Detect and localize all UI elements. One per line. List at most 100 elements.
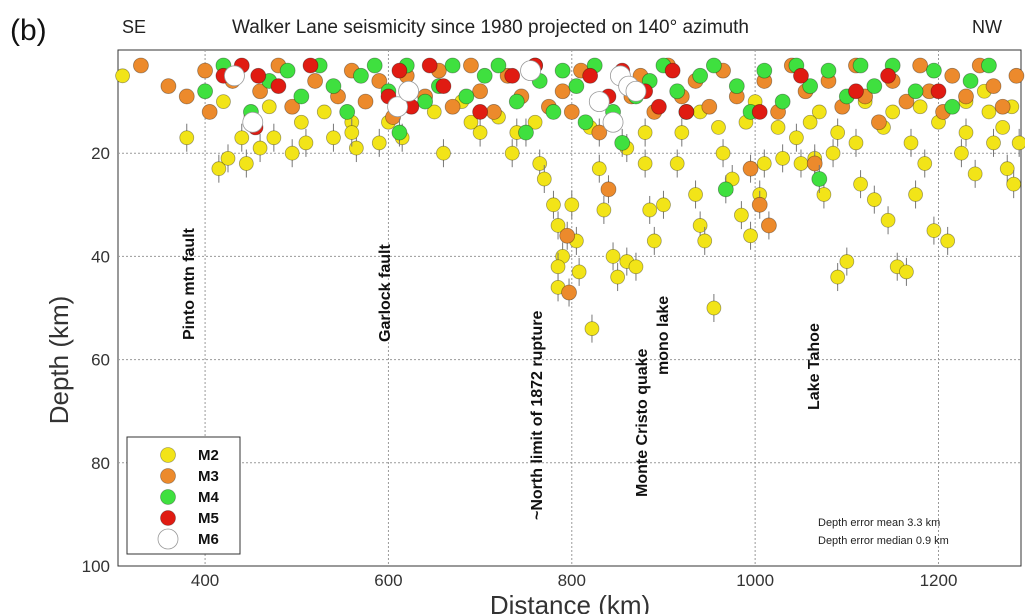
annotation-lake-tahoe: Lake Tahoe bbox=[806, 323, 823, 410]
point-m2 bbox=[912, 99, 928, 115]
point-m3 bbox=[178, 88, 195, 105]
point-m3 bbox=[371, 73, 388, 89]
point-m2 bbox=[527, 114, 543, 130]
point-m4 bbox=[518, 124, 534, 141]
point-m3 bbox=[742, 160, 759, 177]
point-m2 bbox=[646, 233, 662, 249]
point-m2 bbox=[179, 130, 195, 146]
point-m2 bbox=[284, 145, 300, 161]
point-m3 bbox=[944, 67, 961, 84]
point-m2 bbox=[316, 104, 332, 120]
series-m2 bbox=[115, 68, 1025, 343]
point-m2 bbox=[756, 156, 772, 171]
point-m2 bbox=[688, 187, 703, 202]
point-m2 bbox=[775, 150, 791, 166]
point-m2 bbox=[115, 68, 130, 84]
point-m2 bbox=[811, 104, 827, 120]
point-m6 bbox=[588, 91, 610, 112]
point-m2 bbox=[908, 187, 923, 202]
point-m2 bbox=[605, 248, 621, 264]
point-m2 bbox=[532, 156, 548, 171]
point-m2 bbox=[536, 171, 552, 187]
point-m2 bbox=[899, 264, 914, 280]
point-m3 bbox=[600, 181, 617, 198]
point-m2 bbox=[986, 135, 1001, 151]
legend-marker bbox=[160, 510, 176, 526]
point-m3 bbox=[561, 284, 577, 301]
point-m5 bbox=[421, 57, 438, 74]
point-m4 bbox=[692, 67, 709, 84]
point-m2 bbox=[564, 197, 580, 213]
point-m5 bbox=[848, 83, 864, 100]
point-m2 bbox=[839, 254, 855, 269]
point-m3 bbox=[284, 98, 301, 115]
point-m4 bbox=[756, 62, 773, 79]
point-m4 bbox=[981, 57, 997, 74]
legend-label: M6 bbox=[198, 531, 219, 548]
point-m4 bbox=[774, 93, 791, 110]
point-m6 bbox=[520, 60, 541, 82]
point-m2 bbox=[706, 300, 722, 316]
point-m4 bbox=[545, 104, 562, 120]
point-m3 bbox=[472, 83, 489, 100]
point-m4 bbox=[962, 73, 979, 89]
point-m3 bbox=[806, 155, 823, 172]
point-m5 bbox=[391, 62, 408, 79]
point-m2 bbox=[298, 135, 314, 151]
point-m2 bbox=[954, 145, 969, 161]
point-m2 bbox=[637, 125, 653, 140]
x-tick-label: 400 bbox=[191, 571, 219, 590]
point-m2 bbox=[293, 114, 309, 130]
depth-error-mean-note: Depth error mean 3.3 km bbox=[818, 517, 940, 529]
point-m3 bbox=[760, 217, 777, 234]
point-m4 bbox=[554, 62, 571, 79]
point-m2 bbox=[940, 233, 956, 249]
point-m6 bbox=[602, 111, 624, 133]
point-m4 bbox=[717, 181, 734, 198]
point-m2 bbox=[266, 130, 282, 146]
point-m2 bbox=[610, 269, 626, 285]
point-m5 bbox=[435, 78, 452, 95]
point-m3 bbox=[307, 73, 324, 89]
point-m3 bbox=[133, 57, 149, 74]
point-m2 bbox=[628, 259, 644, 275]
point-m4 bbox=[391, 124, 408, 141]
point-m2 bbox=[348, 140, 364, 156]
point-m2 bbox=[926, 223, 942, 239]
point-m5 bbox=[504, 67, 521, 84]
point-m5 bbox=[678, 104, 695, 120]
point-m4 bbox=[926, 62, 942, 79]
point-m5 bbox=[930, 83, 947, 100]
y-tick-label: 40 bbox=[91, 247, 110, 266]
left-direction-label: SE bbox=[122, 17, 146, 37]
fault-annotations: Pinto mtn fault Garlock fault ~North lim… bbox=[181, 227, 823, 520]
point-m2 bbox=[550, 259, 566, 275]
point-m2 bbox=[642, 202, 658, 218]
point-m2 bbox=[788, 130, 804, 146]
point-m2 bbox=[344, 125, 360, 140]
depth-error-median-note: Depth error median 0.9 km bbox=[818, 535, 949, 547]
annotation-monte-cristo: Monte Cristo quake bbox=[634, 348, 651, 497]
point-m2 bbox=[1011, 135, 1025, 151]
point-m2 bbox=[885, 104, 901, 120]
point-m3 bbox=[563, 104, 580, 120]
point-m4 bbox=[669, 83, 686, 100]
point-m3 bbox=[197, 62, 213, 79]
point-m4 bbox=[820, 62, 837, 79]
legend-marker bbox=[160, 447, 176, 463]
point-m4 bbox=[458, 88, 475, 105]
point-m4 bbox=[279, 62, 296, 79]
point-m6 bbox=[398, 80, 420, 102]
point-m3 bbox=[898, 93, 915, 110]
point-m4 bbox=[353, 67, 369, 84]
point-m4 bbox=[490, 57, 507, 74]
point-m5 bbox=[793, 67, 809, 84]
point-m2 bbox=[995, 120, 1011, 135]
point-m5 bbox=[664, 62, 681, 79]
series-m6 bbox=[224, 60, 647, 133]
point-m2 bbox=[967, 166, 983, 182]
point-m2 bbox=[692, 218, 708, 233]
legend-label: M3 bbox=[198, 468, 219, 485]
point-m4 bbox=[728, 78, 745, 95]
